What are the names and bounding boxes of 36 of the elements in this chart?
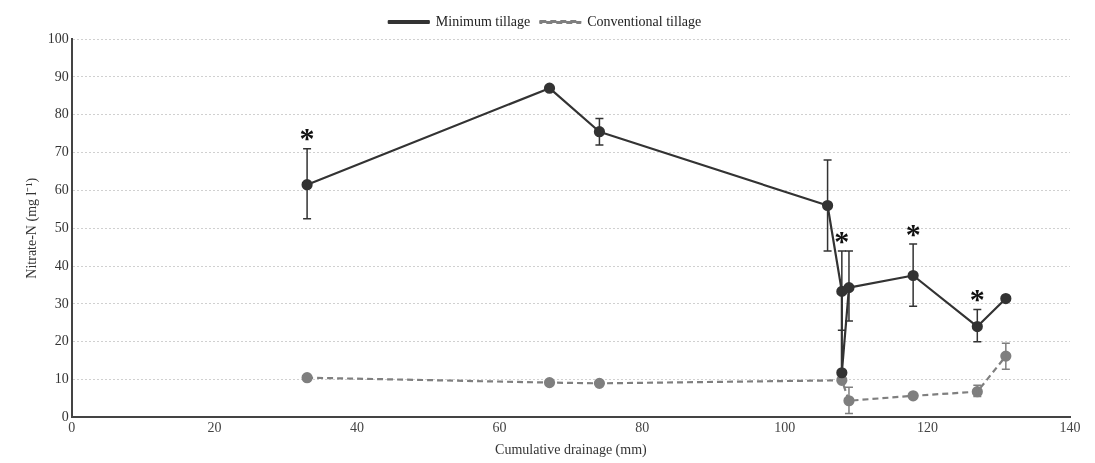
y-tick-label: 40: [54, 257, 69, 273]
x-tick-label: 80: [635, 420, 650, 436]
point: [836, 367, 848, 379]
point: [301, 372, 313, 384]
point: [971, 320, 983, 333]
legend-label: Minimum tillage: [435, 13, 531, 29]
y-axis-title: Nitrate-N (mg l⁻¹): [24, 177, 41, 279]
y-tick-label: 60: [54, 182, 69, 198]
x-tick-label: 60: [492, 420, 507, 436]
y-tick-label: 20: [54, 333, 69, 349]
y-tick-label: 50: [54, 219, 69, 235]
y-tick-label: 0: [61, 409, 69, 425]
x-tick-label: 20: [207, 420, 222, 436]
x-tick-label: 40: [350, 420, 364, 436]
point: [543, 82, 556, 94]
annotation: *: [299, 121, 315, 155]
y-tick-label: 90: [54, 68, 69, 84]
annotation: *: [969, 282, 985, 316]
point: [593, 126, 606, 138]
y-tick-label: 80: [54, 106, 69, 122]
x-tick-label: 120: [916, 420, 938, 436]
x-tick-label: 100: [774, 420, 796, 436]
y-tick-label: 100: [47, 30, 69, 46]
legend-label: Conventional tillage: [587, 13, 702, 29]
x-tick-label: 140: [1059, 420, 1081, 436]
point: [1000, 292, 1012, 305]
y-tick-label: 10: [54, 371, 69, 387]
point: [543, 376, 556, 389]
annotation: *: [905, 216, 921, 250]
y-tick-label: 30: [54, 295, 69, 311]
annotation: *: [834, 223, 850, 257]
point: [821, 199, 834, 212]
point: [593, 377, 606, 389]
y-tick-label: 70: [54, 144, 69, 160]
point: [907, 390, 919, 402]
x-axis-title: Cumulative drainage (mm): [495, 442, 648, 459]
